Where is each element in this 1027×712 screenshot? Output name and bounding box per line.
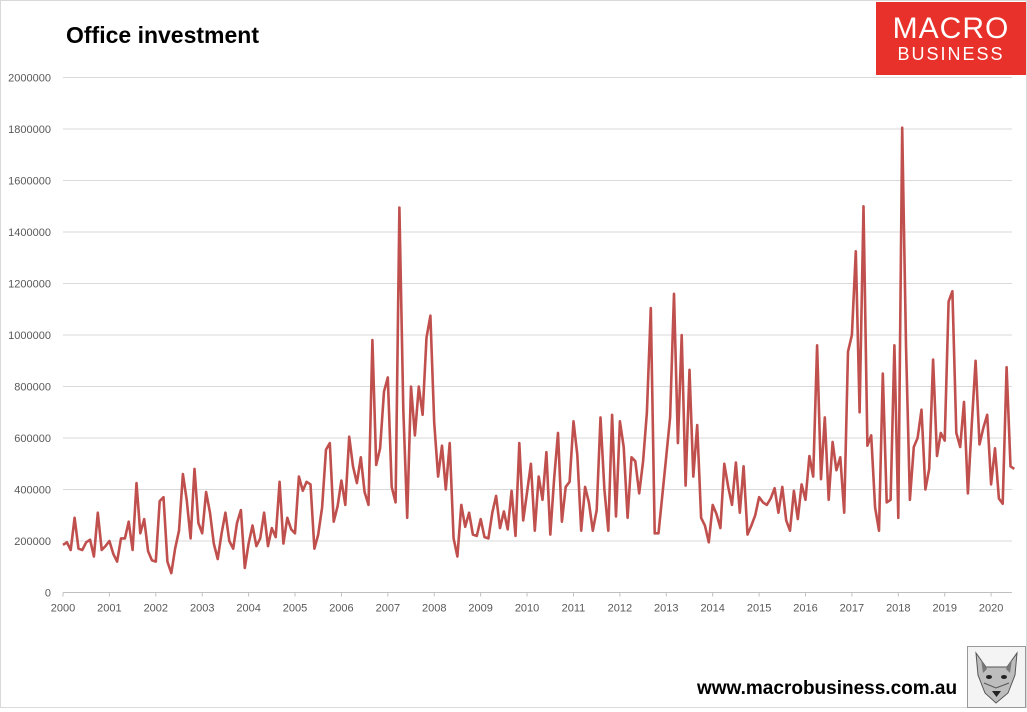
- y-tick-label: 0: [45, 588, 51, 600]
- x-tick-label: 2000: [51, 603, 75, 615]
- y-tick-label: 2000000: [8, 73, 51, 85]
- macrobusiness-logo: MACRO BUSINESS: [876, 2, 1026, 75]
- x-tick-label: 2016: [793, 603, 817, 615]
- x-tick-label: 2019: [932, 603, 956, 615]
- y-tick-label: 1200000: [8, 279, 51, 291]
- y-tick-label: 200000: [14, 536, 51, 548]
- x-tick-label: 2009: [468, 603, 492, 615]
- chart-title: Office investment: [66, 22, 259, 48]
- x-tick-label: 2001: [97, 603, 121, 615]
- y-tick-label: 1800000: [8, 124, 51, 136]
- x-tick-label: 2014: [700, 603, 724, 615]
- y-tick-label: 400000: [14, 485, 51, 497]
- x-tick-label: 2008: [422, 603, 446, 615]
- y-tick-label: 1400000: [8, 227, 51, 239]
- x-tick-label: 2002: [144, 603, 168, 615]
- x-tick-label: 2005: [283, 603, 307, 615]
- x-tick-label: 2020: [979, 603, 1003, 615]
- website-url[interactable]: www.macrobusiness.com.au: [697, 678, 958, 699]
- wolf-icon: [967, 646, 1026, 708]
- x-tick-label: 2013: [654, 603, 678, 615]
- y-axis-labels: 0 200000 400000 600000 800000 1000000 1200000 1…: [8, 73, 51, 600]
- office-investment-series-line: [62, 126, 1016, 575]
- logo-line-business: BUSINESS: [897, 44, 1005, 64]
- y-tick-label: 800000: [14, 382, 51, 394]
- gridlines: [63, 77, 1012, 593]
- x-tick-label: 2011: [562, 603, 586, 615]
- y-tick-label: 1600000: [8, 176, 51, 188]
- y-tick-label: 600000: [14, 433, 51, 445]
- y-tick-label: 1000000: [8, 330, 51, 342]
- x-tick-label: 2015: [747, 603, 771, 615]
- x-tick-label: 2006: [329, 603, 353, 615]
- x-tick-label: 2018: [886, 603, 910, 615]
- x-tick-label: 2017: [840, 603, 864, 615]
- x-tick-label: 2012: [608, 603, 632, 615]
- x-tick-label: 2003: [190, 603, 214, 615]
- logo-line-macro: MACRO: [892, 12, 1010, 45]
- x-tick-label: 2004: [236, 603, 260, 615]
- x-tick-label: 2007: [376, 603, 400, 615]
- x-axis-labels: 2000 2001 2002 2003 2004 2005 2006 2007 2008 2009…: [51, 592, 1003, 615]
- x-tick-label: 2010: [515, 603, 539, 615]
